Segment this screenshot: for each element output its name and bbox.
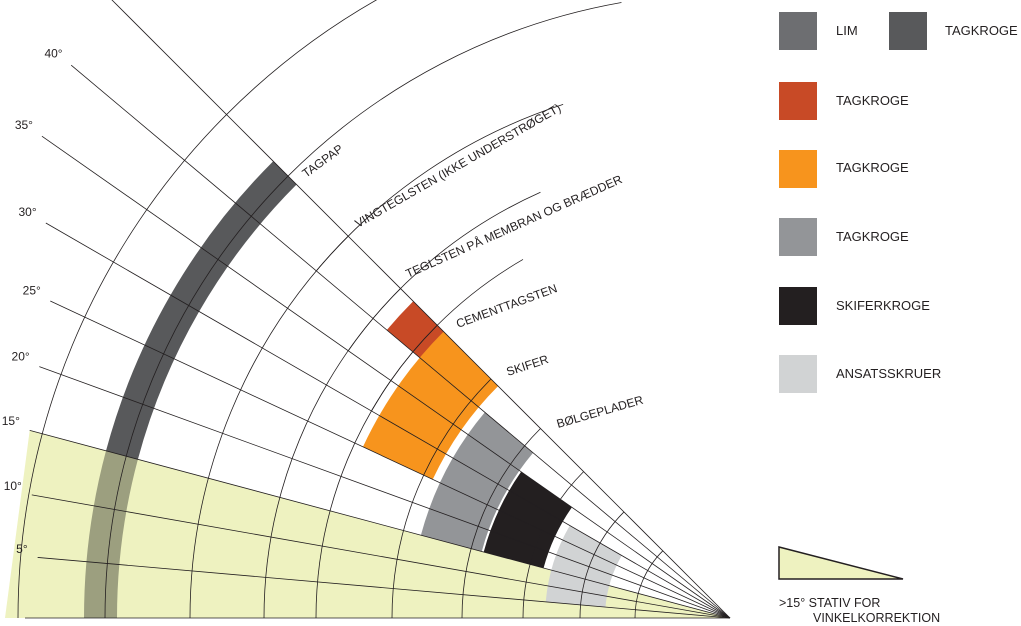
stativ-label-line2: VINKELKORREKTION (813, 611, 941, 625)
ray-10 (31, 494, 731, 619)
angle-label-35: 35° (15, 118, 33, 132)
legend-swatch-skiferkroge (779, 287, 817, 325)
roof-label-2: TEGLSTEN PÅ MEMBRAN OG BRÆDDER (403, 171, 624, 281)
angle-label-15: 15° (2, 414, 20, 428)
band-4 (420, 412, 534, 552)
stativ-label: >15° STATIV FOR VINKELKORREKTION (779, 596, 940, 626)
angle-rays (25, 0, 731, 619)
band-5 (483, 471, 572, 569)
ray-20 (39, 366, 731, 619)
band-1 (106, 161, 297, 460)
roof-label-5: BØLGEPLADER (555, 393, 645, 431)
angle-label-5: 5° (16, 542, 28, 556)
roof-label-4: SKIFER (505, 352, 551, 379)
roof-curve-0 (226, 0, 378, 115)
arc-3 (461, 428, 541, 619)
band-6 (545, 525, 622, 608)
ray-15 (29, 429, 731, 619)
roof-bands (84, 161, 622, 618)
legend-label-tagkroge-red: TAGKROGE (836, 93, 909, 108)
legend-swatch-tagkroge-dark (889, 12, 927, 50)
angle-label-25: 25° (23, 284, 41, 298)
legend-label-tagkroge-orange: TAGKROGE (836, 160, 909, 175)
legend-label-ansatsskruer: ANSATSSKRUER (836, 366, 942, 381)
arc-9 (17, 114, 227, 619)
arc-4 (391, 378, 492, 619)
legend-swatch-ansatsskruer (779, 355, 817, 393)
angle-label-10: 10° (4, 479, 22, 493)
legend-label-tagkroge-dark: TAGKROGE (945, 23, 1018, 38)
band-3 (362, 331, 499, 480)
band-0 (84, 450, 138, 618)
stativ-zone (5, 430, 730, 618)
angle-labels: 5°10°15°20°25°30°35°40°45° (2, 46, 63, 556)
angle-label-40: 40° (44, 46, 62, 60)
roof-curve-2 (316, 104, 564, 272)
roof-label-3: CEMENTTAGSTEN (454, 281, 559, 331)
legend-label-lim: LIM (836, 23, 858, 38)
ray-45 (111, 0, 731, 619)
arc-7 (189, 235, 349, 619)
ray-40 (70, 64, 731, 619)
legend-label-tagkroge-grey: TAGKROGE (836, 229, 909, 244)
ray-25 (50, 300, 731, 619)
angle-label-30: 30° (18, 205, 36, 219)
roof-label-0: TAGPAP (300, 142, 346, 181)
ray-35 (41, 135, 731, 619)
roof-curve-1 (287, 2, 622, 177)
arc-2 (522, 471, 584, 619)
legend-swatch-tagkroge-grey (779, 218, 817, 256)
stativ-label-line1: >15° STATIV FOR (779, 596, 881, 610)
legend-swatch-lim (779, 12, 817, 50)
roof-curve-3 (347, 191, 541, 351)
legend-swatch-tagkroge-red (779, 82, 817, 120)
legend-label-skiferkroge: SKIFERKROGE (836, 298, 930, 313)
legend-swatch-tagkroge-orange (779, 150, 817, 188)
angle-label-20: 20° (12, 350, 30, 364)
ray-30 (45, 222, 731, 619)
stativ-wedge-area (5, 430, 730, 618)
arc-8 (104, 175, 289, 619)
ray-5 (37, 557, 731, 619)
arc-0 (634, 550, 664, 619)
stativ-triangle (778, 546, 904, 580)
